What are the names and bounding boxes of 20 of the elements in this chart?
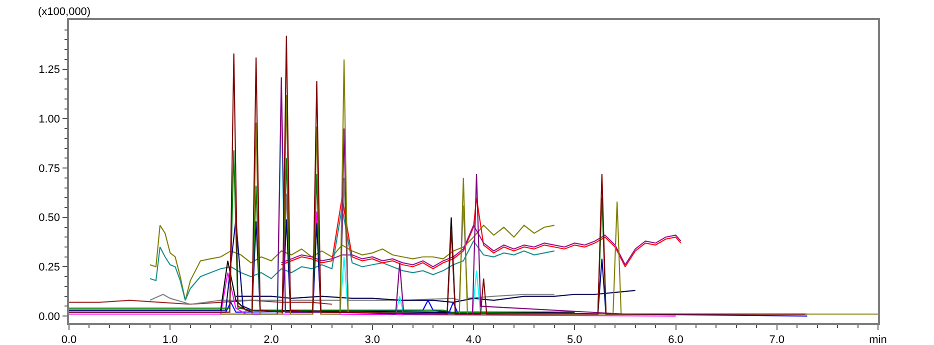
x-tick-label: 2.0 — [264, 334, 279, 345]
x-tick-label: 7.0 — [769, 334, 785, 345]
line-series — [69, 35, 806, 315]
y-tick-label: 1.25 — [38, 64, 60, 76]
x-tick-label: 3.0 — [364, 334, 380, 345]
line-series — [280, 197, 682, 270]
x-tick-label: 5.0 — [566, 334, 582, 345]
x-tick-label: 4.0 — [466, 334, 482, 345]
y-tick-label: 0.75 — [38, 162, 60, 175]
x-tick-label: 6.0 — [668, 334, 684, 345]
x-tick-label: 0.0 — [61, 334, 77, 345]
y-tick-label: 0.25 — [38, 262, 60, 274]
x-tick-label: 1.0 — [162, 334, 178, 345]
y-axis-title: (x100,000) — [38, 6, 91, 18]
line-series — [280, 224, 682, 268]
line-series — [235, 290, 636, 303]
y-tick-label: 0.00 — [38, 310, 60, 323]
x-tick-label: min — [869, 334, 887, 345]
y-tick-label: 0.50 — [38, 212, 60, 224]
y-tick-label: 1.00 — [38, 114, 60, 126]
